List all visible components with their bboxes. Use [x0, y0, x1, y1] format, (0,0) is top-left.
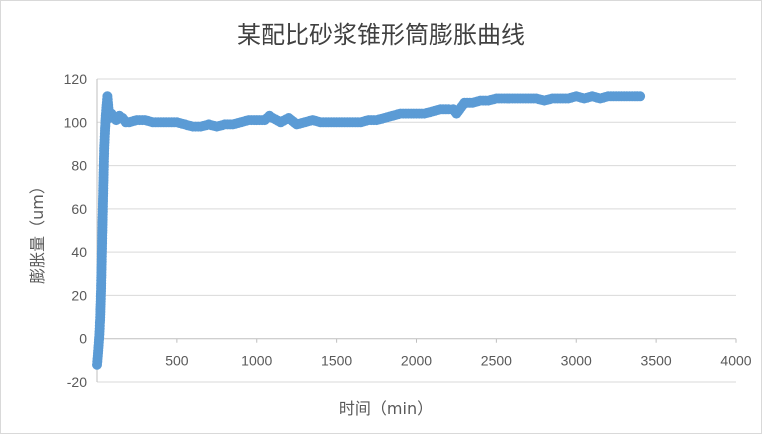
- y-axis-label: 膨胀量（um）: [28, 178, 47, 284]
- x-tick-labels: 05001000150020002500300035004000: [93, 353, 752, 369]
- y-tick-label: 40: [71, 244, 87, 260]
- y-tick-label: 20: [71, 287, 87, 303]
- x-tick-label: 1500: [321, 353, 352, 369]
- data-series: [92, 91, 646, 370]
- x-axis-label: 时间（min）: [339, 399, 433, 418]
- y-tick-label: 60: [71, 201, 87, 217]
- y-tick-labels: -20 0 20 40 60 80 100 120: [64, 71, 88, 390]
- x-tick-label: 500: [165, 353, 189, 369]
- data-point: [635, 91, 646, 102]
- x-tick-label: 3500: [641, 353, 672, 369]
- x-tick-label: 2000: [401, 353, 432, 369]
- x-tick-label: 4000: [720, 353, 751, 369]
- x-tick-label: 2500: [481, 353, 512, 369]
- y-tick-label: 100: [64, 114, 88, 130]
- y-tick-label: 120: [64, 71, 88, 87]
- chart-title: 某配比砂浆锥形筒膨胀曲线: [237, 21, 525, 49]
- y-tick-label: 80: [71, 158, 87, 174]
- y-tick-label: -20: [67, 374, 87, 390]
- x-tick-label: 1000: [241, 353, 272, 369]
- x-tick-label: 3000: [561, 353, 592, 369]
- y-tick-label: 0: [79, 331, 87, 347]
